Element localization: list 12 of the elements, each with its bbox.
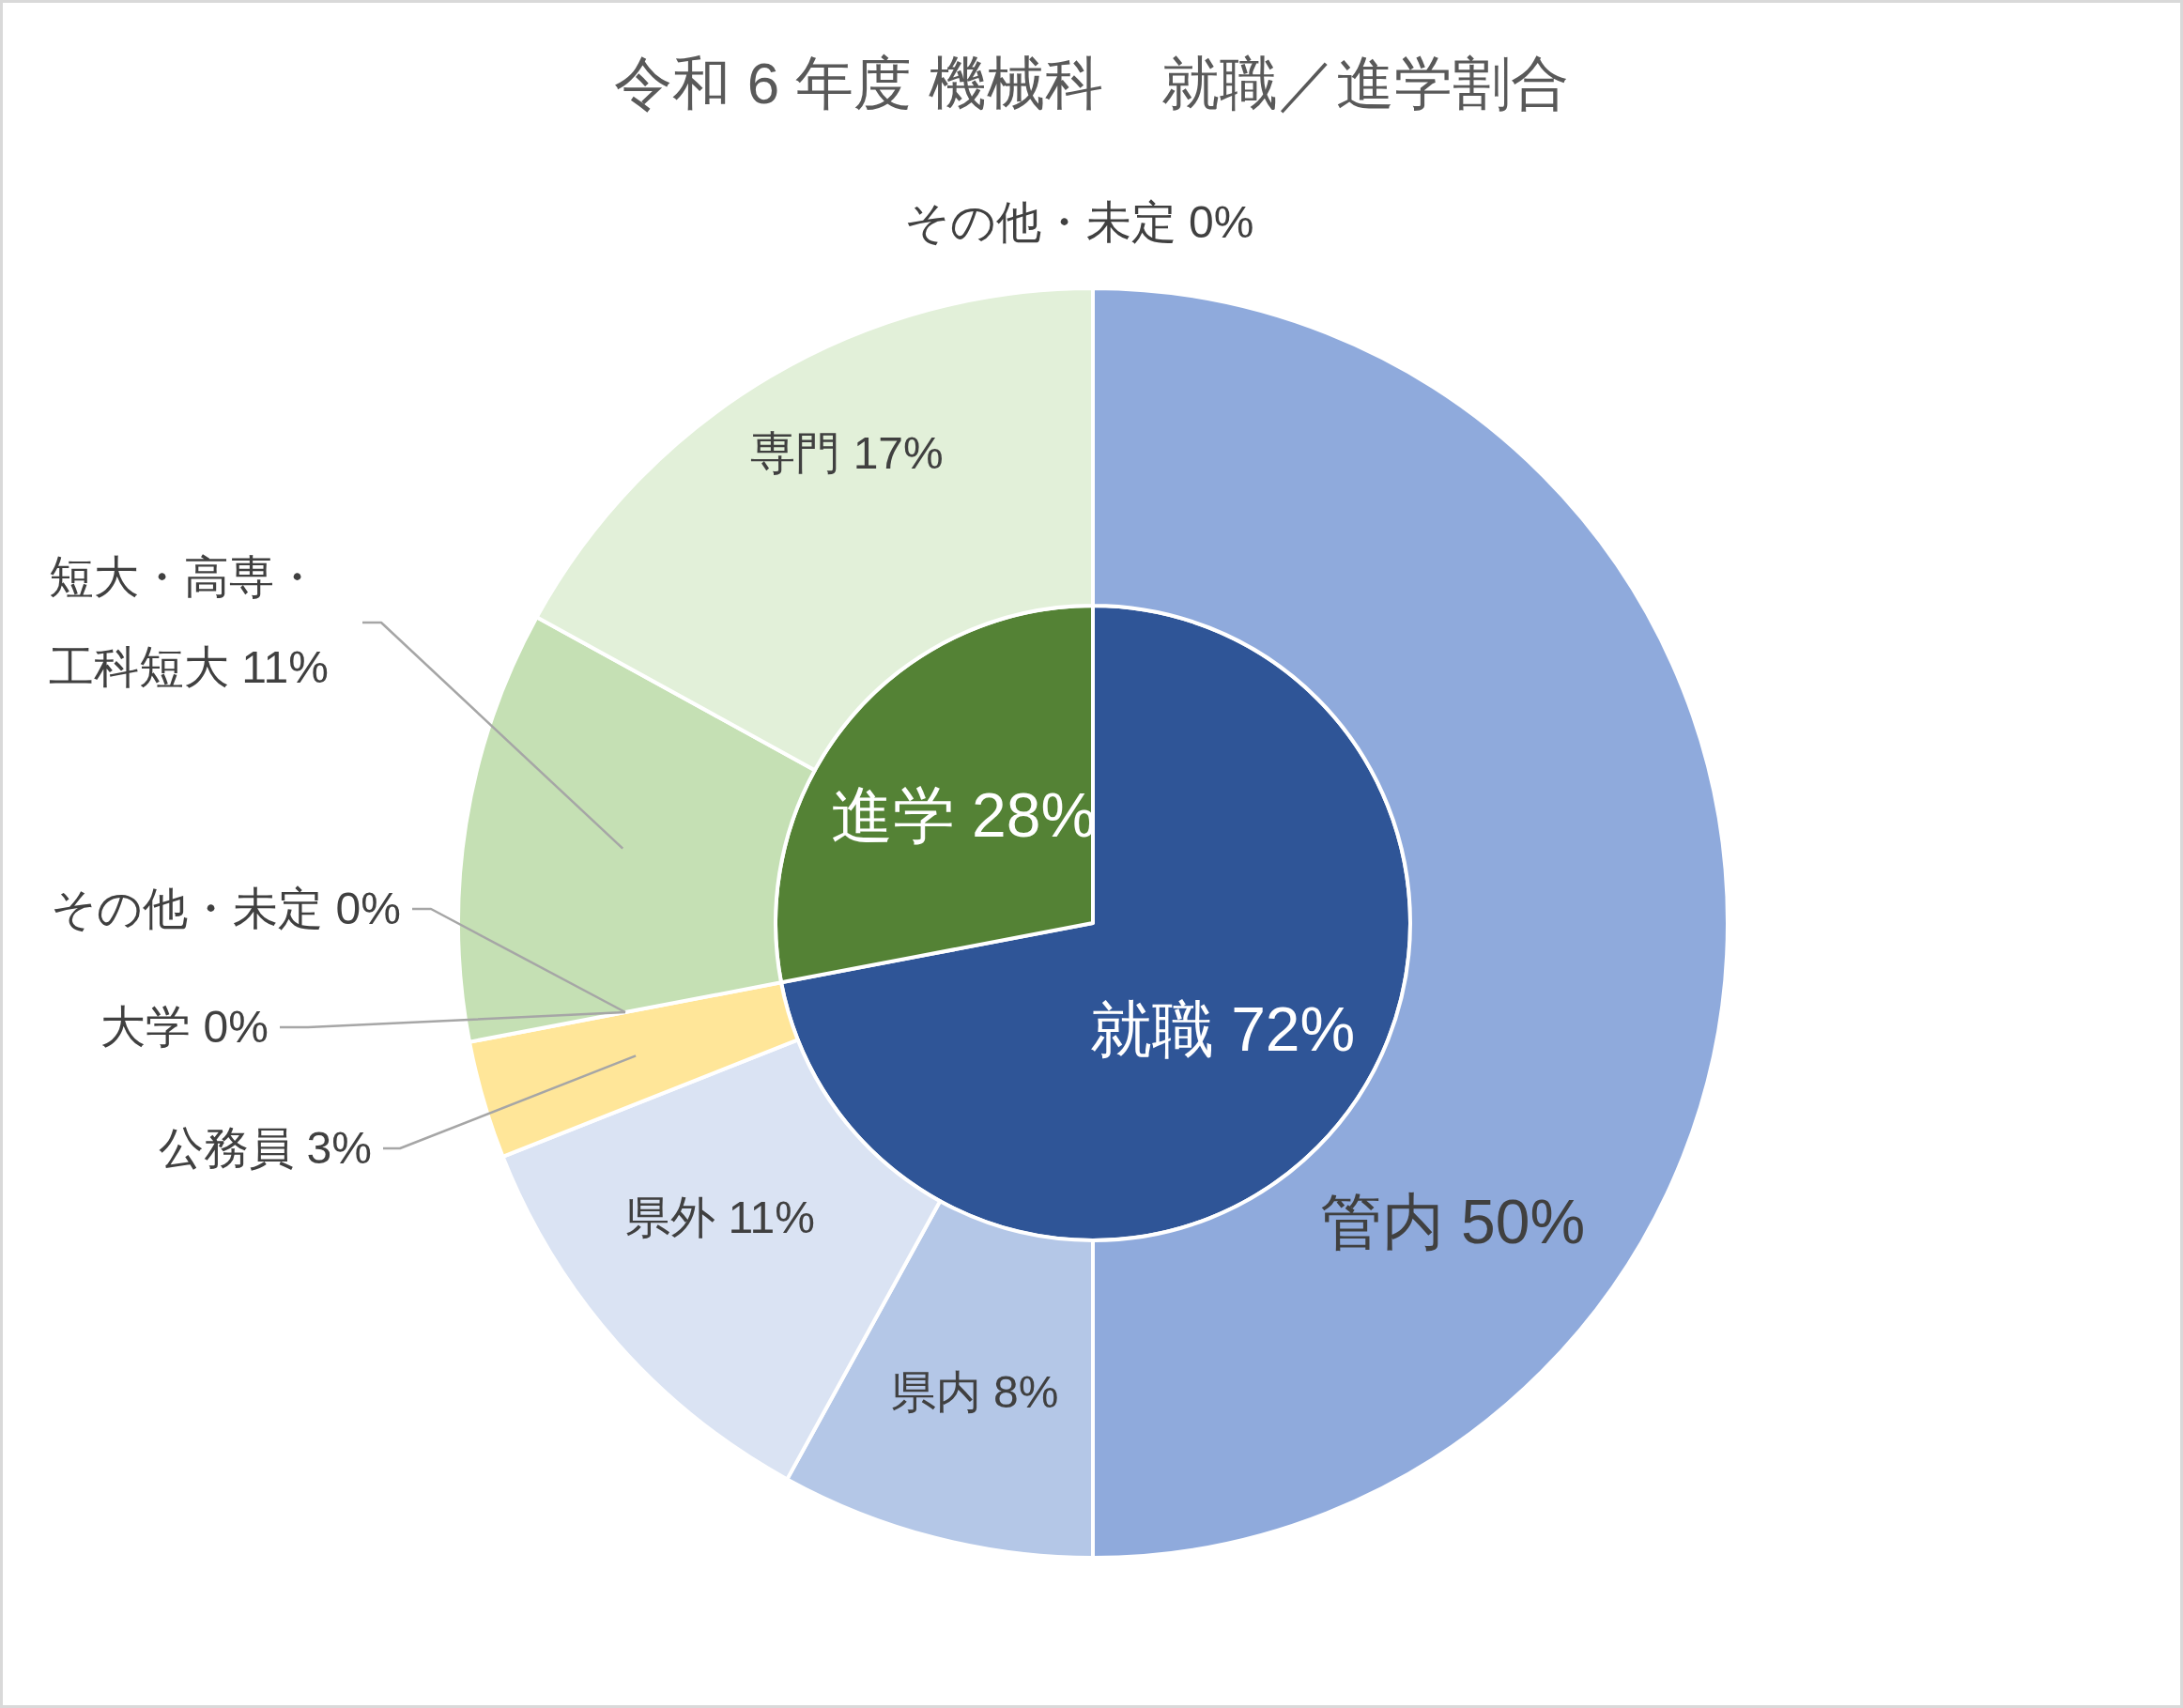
slice-label: 短大・高専・工科短大 11% — [49, 551, 330, 694]
slice-label: 県内 8% — [890, 1366, 1059, 1419]
slice-label: 管内 50% — [1319, 1187, 1586, 1258]
chart-title: 令和 6 年度 機械科 就職／進学割合 — [614, 50, 1569, 117]
category-label: 大学 0% — [100, 1002, 269, 1053]
slice-label: 県外 11% — [625, 1192, 815, 1244]
category-label: その他・未定 0% — [903, 197, 1254, 248]
category-label: その他・未定 0% — [51, 884, 401, 934]
slice-label: 専門 17% — [750, 427, 944, 480]
slice-label: 進学 28% — [830, 779, 1097, 852]
slice-label: 就職 72% — [1089, 994, 1356, 1067]
slice-label: 公務員 3% — [159, 1122, 372, 1175]
